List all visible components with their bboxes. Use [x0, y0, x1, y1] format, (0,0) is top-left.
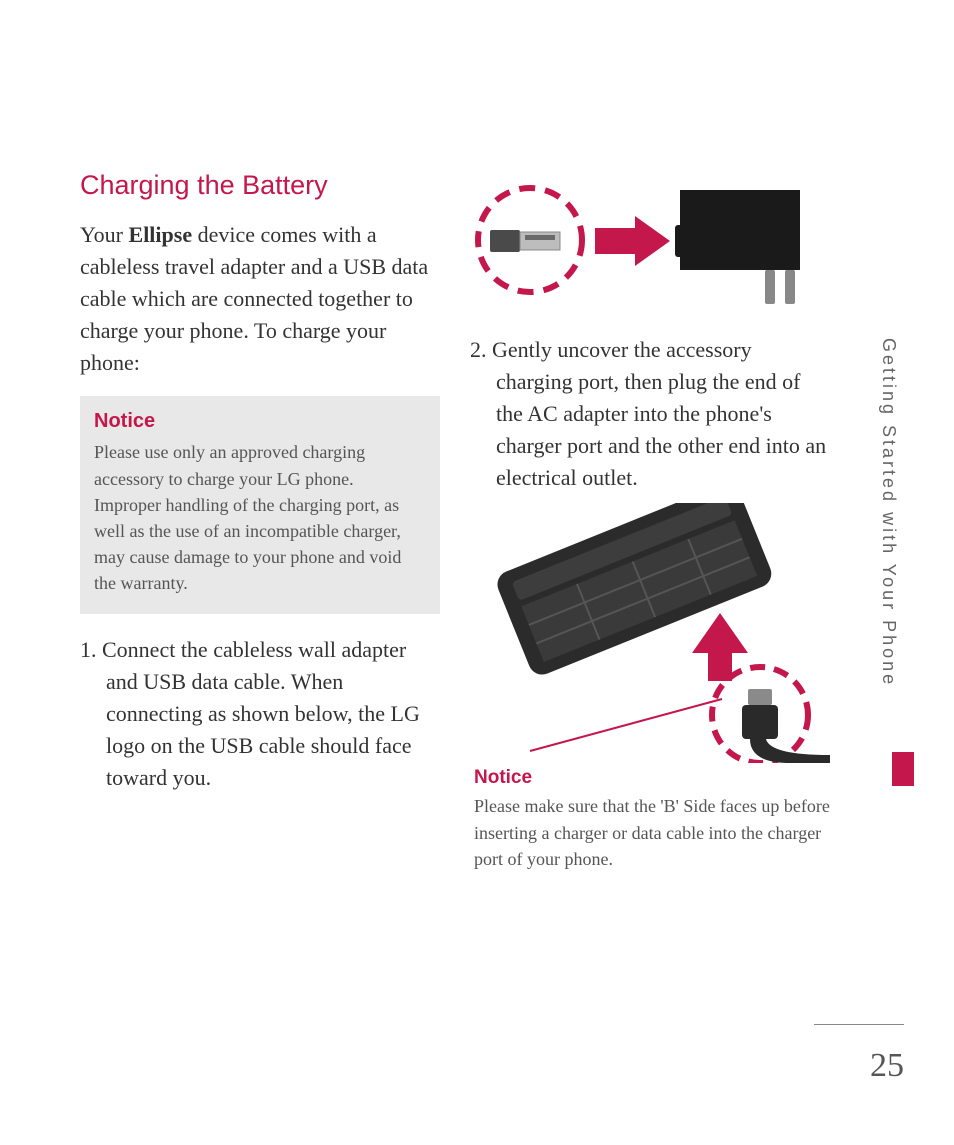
notice-2: Notice Please make sure that the 'B' Sid…: [470, 767, 830, 871]
notice-1-body: Please use only an approved charging acc…: [94, 439, 426, 596]
usb-metal-icon: [520, 232, 560, 250]
intro-device-name: Ellipse: [129, 222, 193, 247]
wall-adapter-icon: [675, 190, 800, 304]
figure-usb-adapter: [470, 170, 830, 320]
step-2-text: Gently uncover the accessory charging po…: [492, 337, 826, 490]
side-tab: Getting Started with Your Phone: [878, 338, 906, 778]
micro-usb-icon: [742, 689, 830, 763]
page-number-rule: [814, 1024, 904, 1025]
step-1-text: Connect the cableless wall adapter and U…: [102, 637, 420, 790]
step-2: 2.Gently uncover the accessory charging …: [470, 334, 830, 493]
step-1-number: 1.: [80, 634, 102, 666]
figure-phone-port: [470, 503, 830, 763]
manual-page: Charging the Battery Your Ellipse device…: [0, 0, 954, 1145]
step-2-number: 2.: [470, 334, 492, 366]
figure-1-svg: [470, 170, 830, 320]
usb-body-icon: [490, 230, 520, 252]
right-column: 2.Gently uncover the accessory charging …: [470, 170, 830, 872]
notice-1-title: Notice: [94, 410, 426, 433]
notice-2-title: Notice: [474, 767, 830, 789]
content-columns: Charging the Battery Your Ellipse device…: [80, 170, 894, 872]
notice-box-1: Notice Please use only an approved charg…: [80, 396, 440, 614]
arrow-right-icon: [595, 216, 670, 266]
left-column: Charging the Battery Your Ellipse device…: [80, 170, 440, 872]
side-tab-marker: [892, 752, 914, 786]
callout-line-icon: [530, 699, 722, 751]
page-number: 25: [870, 1047, 904, 1085]
section-title: Charging the Battery: [80, 170, 440, 201]
side-tab-label: Getting Started with Your Phone: [878, 338, 899, 687]
figure-2-svg: [470, 503, 830, 763]
usb-slot-icon: [525, 235, 555, 240]
intro-paragraph: Your Ellipse device comes with a cablele…: [80, 219, 440, 378]
step-1: 1.Connect the cableless wall adapter and…: [80, 634, 440, 793]
notice-2-body: Please make sure that the 'B' Side faces…: [474, 793, 830, 871]
intro-prefix: Your: [80, 222, 129, 247]
